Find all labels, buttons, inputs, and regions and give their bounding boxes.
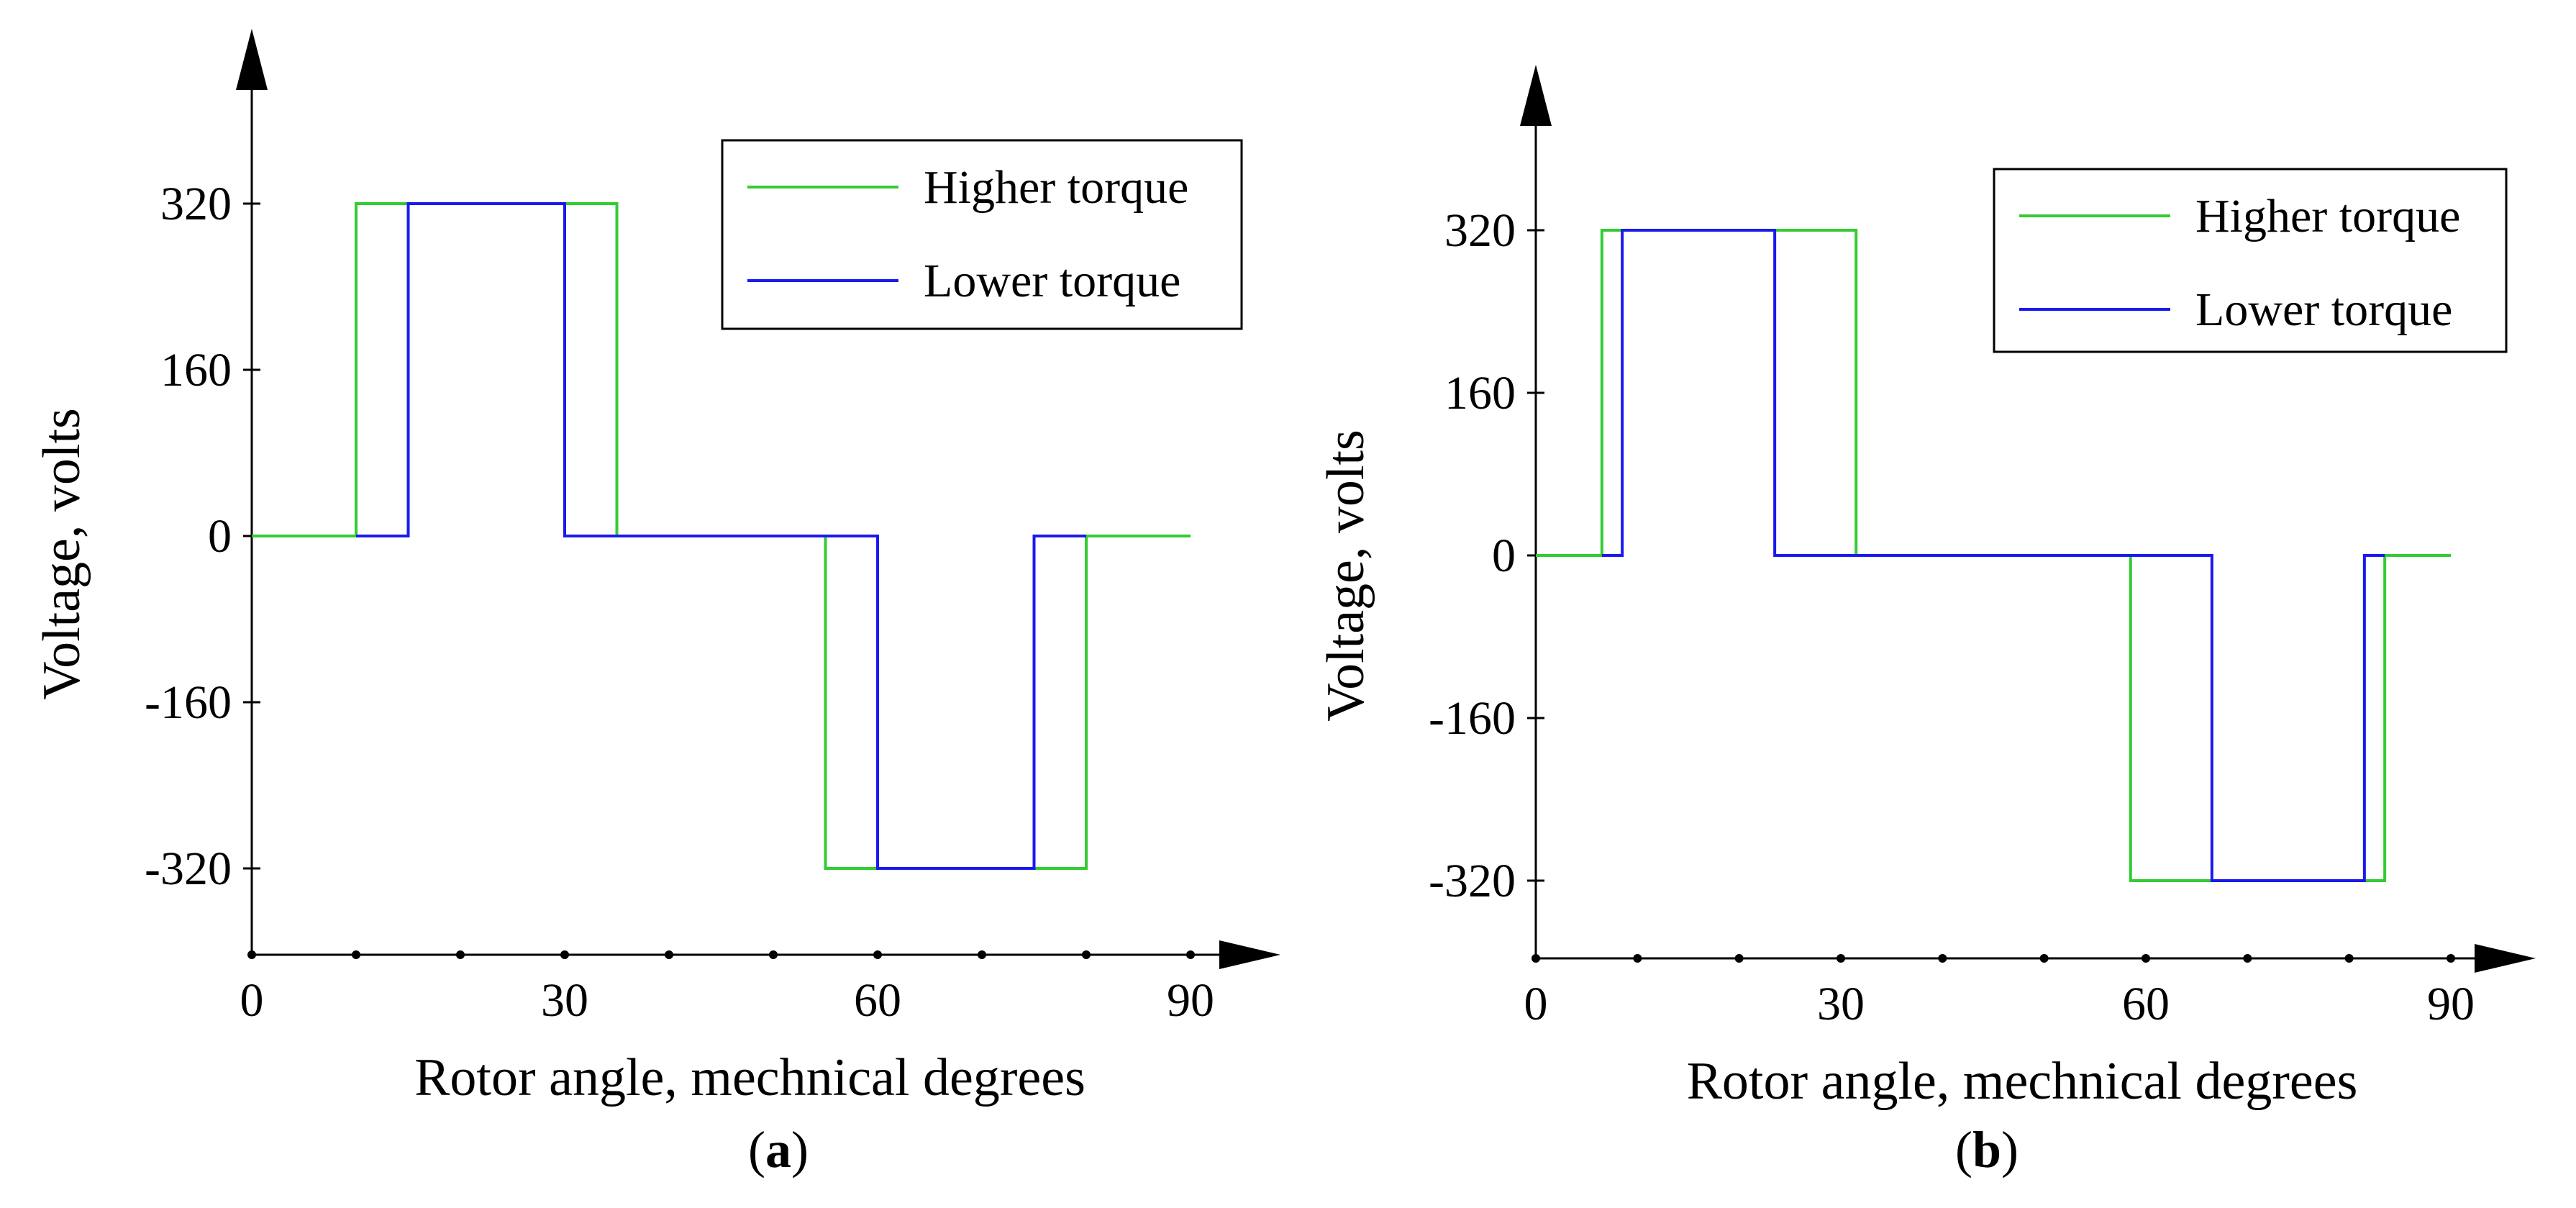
y-tick-label: 320 xyxy=(160,178,232,230)
x-tick xyxy=(2039,954,2049,963)
chart-panel-b: 320 160 0 -160 -320 0 30 60 90 Rotor angle, mechn… xyxy=(1316,65,2536,1179)
legend-box xyxy=(1993,168,2508,353)
y-tick-label: -160 xyxy=(145,676,232,729)
y-tick-label: -320 xyxy=(1429,855,1516,907)
y-tick-label: 0 xyxy=(208,510,232,563)
x-tick xyxy=(1938,954,1947,963)
x-tick xyxy=(665,950,673,959)
y-axis-title: Voltage, volts xyxy=(32,408,91,700)
y-tick-label: 320 xyxy=(1444,204,1516,257)
y-tick-label: -320 xyxy=(145,843,232,895)
y-tick-label: -160 xyxy=(1429,692,1516,745)
x-axis-title: Rotor angle, mechnical degrees xyxy=(414,1048,1086,1107)
x-tick-label: 90 xyxy=(1167,974,1214,1027)
chart-panel-a: 320 160 0 -160 -320 0 30 60 90 Rotor angle, mechn… xyxy=(32,29,1280,1179)
y-tick-label: 0 xyxy=(1492,530,1516,582)
x-tick xyxy=(1734,954,1744,963)
x-axis-arrow xyxy=(1219,940,1280,969)
y-tick-label: 160 xyxy=(1444,367,1516,419)
y-axis-arrow xyxy=(236,29,268,90)
x-tick xyxy=(2447,954,2455,963)
x-tick xyxy=(1633,954,1642,963)
x-tick xyxy=(1837,954,1845,963)
series-line-lower-torque xyxy=(1601,229,2385,882)
x-tick xyxy=(456,950,465,959)
x-tick xyxy=(352,950,360,959)
x-tick xyxy=(769,950,778,959)
legend-label: Lower torque xyxy=(2195,283,2452,336)
x-tick xyxy=(2243,954,2252,963)
x-tick xyxy=(2344,954,2354,963)
y-axis-arrow xyxy=(1520,65,1552,126)
legend-label: Higher torque xyxy=(924,161,1188,214)
x-tick xyxy=(1186,950,1195,959)
x-axis-title: Rotor angle, mechnical degrees xyxy=(1687,1052,2358,1111)
x-tick xyxy=(978,950,986,959)
x-tick-label: 30 xyxy=(541,974,588,1027)
x-tick xyxy=(873,950,882,959)
y-axis-title: Voltage, volts xyxy=(1316,430,1375,722)
x-tick-label: 60 xyxy=(2122,978,2170,1030)
y-tick-label: 160 xyxy=(160,344,232,396)
x-tick xyxy=(1082,950,1091,959)
x-axis-arrow xyxy=(2475,944,2536,973)
x-tick-label: 0 xyxy=(1524,978,1548,1030)
x-tick xyxy=(2142,954,2150,963)
series-line-lower-torque xyxy=(356,202,1086,870)
panel-label: (b) xyxy=(1955,1121,2019,1179)
legend-label: Higher torque xyxy=(2195,190,2460,242)
x-tick-label: 60 xyxy=(854,974,901,1027)
x-tick-label: 90 xyxy=(2427,978,2475,1030)
x-tick-label: 30 xyxy=(1817,978,1865,1030)
legend-label: Lower torque xyxy=(924,255,1180,307)
legend-box xyxy=(721,139,1243,330)
x-tick xyxy=(247,950,256,959)
x-tick-label: 0 xyxy=(240,974,264,1027)
x-tick xyxy=(560,950,569,959)
x-tick xyxy=(1532,954,1540,963)
panel-label: (a) xyxy=(748,1121,809,1179)
